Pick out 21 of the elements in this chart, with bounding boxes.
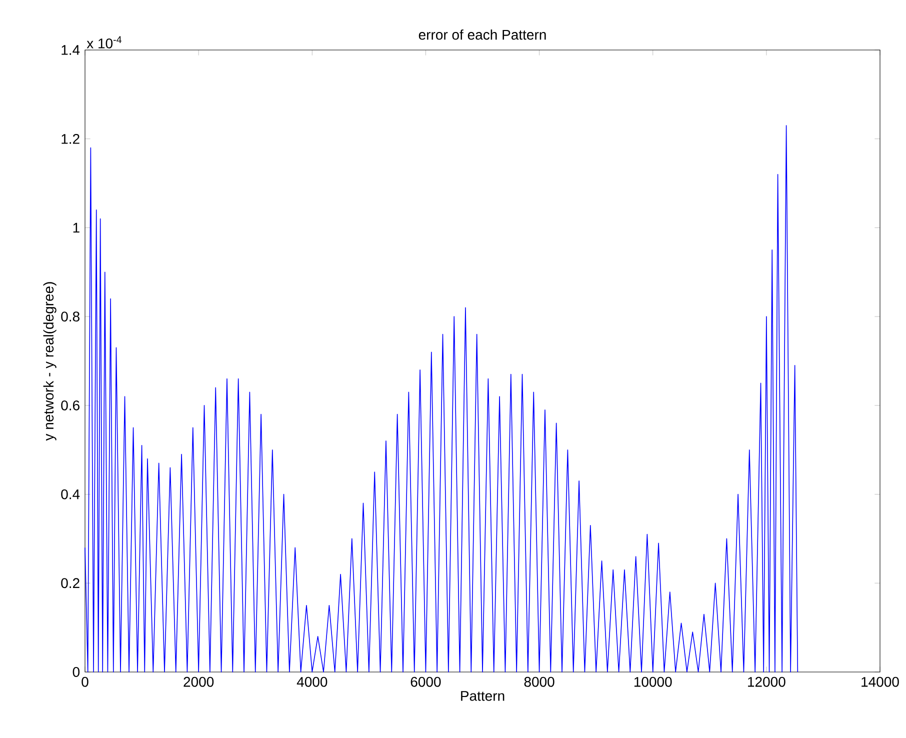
y-tick-label: 1.2 — [62, 134, 80, 144]
x-axis-title: Pattern — [461, 691, 504, 701]
text: x 10$^{-4}$ — [86, 36, 122, 48]
y-axis-title: y network - y real(degree) — [43, 282, 56, 441]
x-tick-label: 4000 — [296, 676, 328, 687]
y-tick-label: 0.6 — [61, 400, 80, 410]
y-tick-label: 0.8 — [61, 312, 80, 322]
x-tick-label: 14000 — [862, 676, 899, 687]
y-tick-label: 1 — [73, 222, 80, 233]
x-tick-label: 10000 — [634, 676, 672, 687]
x-tick-label: 8000 — [524, 676, 554, 687]
chart-title: error of each Pattern — [418, 29, 546, 40]
line-series — [84, 125, 798, 672]
y-tick-label: 0.2 — [61, 578, 80, 588]
y-tick-label: 0 — [72, 667, 80, 677]
y-tick-label: 0.4 — [61, 489, 80, 500]
x-tick-label: 6000 — [410, 676, 441, 687]
x-tick-label: 12000 — [748, 676, 786, 687]
x-tick-label: 0 — [82, 676, 88, 687]
x-tick-label: 2000 — [184, 676, 214, 687]
y-tick-label: 1.4 — [62, 45, 80, 55]
